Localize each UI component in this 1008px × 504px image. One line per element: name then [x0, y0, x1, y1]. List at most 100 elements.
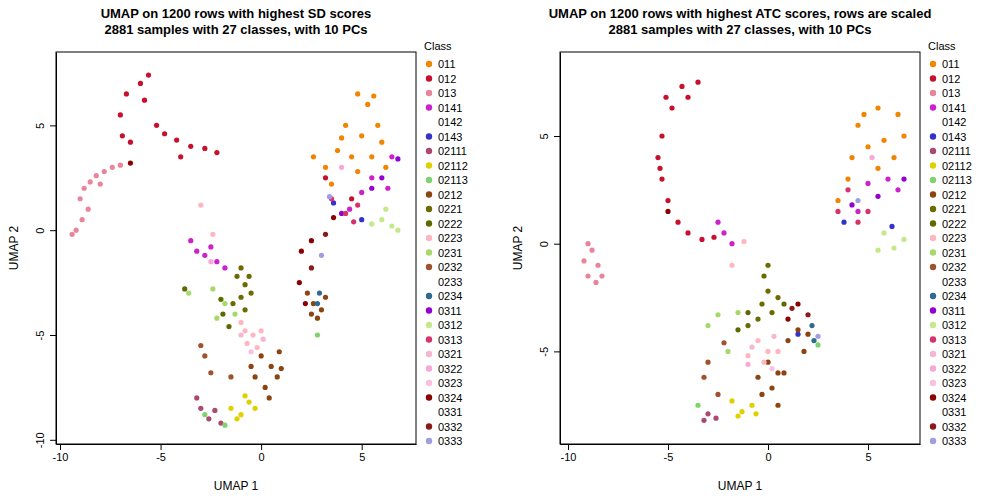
point	[875, 105, 880, 110]
point	[369, 175, 374, 180]
point	[339, 135, 344, 140]
series	[194, 395, 223, 425]
point	[889, 224, 894, 229]
point	[277, 349, 282, 354]
legend-label: 0143	[438, 131, 462, 143]
point	[146, 72, 151, 77]
legend-label: 0333	[438, 435, 462, 447]
point	[323, 165, 328, 170]
point	[253, 406, 258, 411]
point	[359, 133, 364, 138]
legend-label: 0233	[438, 276, 462, 288]
legend-label: 011	[438, 58, 456, 70]
legend-label: 0142	[438, 116, 462, 128]
point	[721, 340, 726, 345]
legend-marker	[930, 133, 936, 139]
point	[775, 295, 780, 300]
point	[669, 105, 674, 110]
point	[259, 328, 264, 333]
series	[188, 154, 394, 270]
legend-label: 0324	[438, 392, 462, 404]
point	[753, 411, 758, 416]
legend-label: 0223	[438, 232, 462, 244]
legend-label: 0141	[438, 102, 462, 114]
legend-marker	[426, 394, 432, 400]
legend-label: 02113	[438, 174, 468, 186]
point	[695, 403, 700, 408]
point	[811, 338, 816, 343]
point	[761, 360, 766, 365]
point	[901, 133, 906, 138]
x-tick-mark	[568, 444, 569, 450]
points	[581, 80, 906, 423]
point	[246, 399, 251, 404]
legend-marker	[426, 104, 432, 110]
legend-label: 012	[942, 73, 960, 85]
point	[581, 258, 586, 263]
point	[238, 295, 243, 300]
series	[701, 340, 726, 397]
point	[226, 324, 231, 329]
point	[138, 81, 143, 86]
legend-marker	[426, 438, 432, 444]
point	[699, 237, 704, 242]
point	[901, 176, 906, 181]
point	[98, 181, 103, 186]
x-tick-label: -10	[53, 451, 69, 463]
subtitle: 2881 samples with 27 classes, with 10 PC…	[104, 22, 367, 37]
point	[599, 273, 604, 278]
legend-marker	[930, 148, 936, 154]
y-tick: -5	[538, 347, 560, 357]
point	[315, 316, 320, 321]
series	[228, 393, 257, 421]
points	[69, 72, 400, 427]
legend-title: Class	[928, 40, 956, 52]
point	[315, 332, 320, 337]
point	[234, 274, 239, 279]
point	[875, 194, 880, 199]
series	[849, 176, 906, 207]
legend-marker	[426, 365, 432, 371]
legend-label: 0331	[942, 406, 966, 418]
x-tick: -5	[664, 444, 674, 463]
point	[212, 408, 217, 413]
legend-marker	[930, 61, 936, 67]
point	[713, 416, 718, 421]
series	[789, 306, 810, 318]
point	[230, 301, 235, 306]
point	[162, 131, 167, 136]
legend-marker	[426, 90, 432, 96]
series	[655, 80, 716, 242]
series	[230, 265, 253, 312]
point	[655, 155, 660, 160]
point	[309, 265, 314, 270]
point	[759, 392, 764, 397]
point	[343, 211, 348, 216]
x-tick-label: -5	[664, 451, 674, 463]
series	[581, 241, 604, 285]
point	[238, 320, 243, 325]
point	[128, 161, 133, 166]
legend-label: 0212	[942, 189, 966, 201]
point	[849, 155, 854, 160]
series	[202, 332, 320, 427]
x-tick: -10	[561, 444, 577, 463]
series	[69, 163, 122, 237]
y-tick-mark	[554, 244, 560, 245]
point	[182, 286, 187, 291]
legend-label: 0332	[942, 421, 966, 433]
point	[781, 370, 786, 375]
legend-marker	[930, 249, 936, 255]
point	[901, 237, 906, 242]
legend-marker	[930, 394, 936, 400]
point	[679, 84, 684, 89]
point	[739, 409, 744, 414]
point	[94, 173, 99, 178]
point	[725, 349, 730, 354]
point	[259, 353, 264, 358]
series	[795, 220, 894, 337]
point	[242, 307, 247, 312]
point	[685, 230, 690, 235]
series	[875, 230, 906, 252]
point	[855, 198, 860, 203]
